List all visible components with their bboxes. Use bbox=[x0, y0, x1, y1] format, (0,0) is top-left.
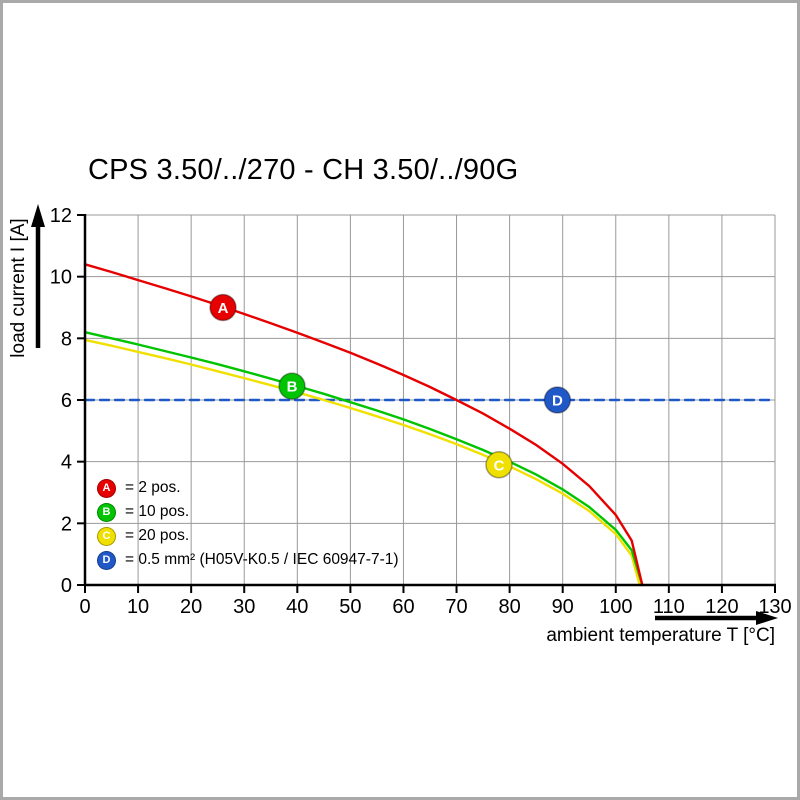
curve-marker-letter-A: A bbox=[218, 300, 229, 317]
x-tick-label: 10 bbox=[127, 596, 149, 618]
x-axis-arrow-head-icon bbox=[756, 611, 778, 625]
legend-label-a: = 2 pos. bbox=[125, 479, 181, 496]
y-tick-label: 2 bbox=[61, 513, 72, 535]
curve-marker-B bbox=[278, 372, 306, 400]
x-tick-label: 60 bbox=[392, 596, 414, 618]
legend-marker-a-icon: A bbox=[97, 478, 116, 498]
chart-legend: A = 2 pos. B = 10 pos. C = 20 pos. D = 0… bbox=[97, 478, 399, 570]
legend-item-c: C = 20 pos. bbox=[97, 526, 399, 546]
x-tick-label: 0 bbox=[79, 596, 90, 618]
curve-A bbox=[83, 263, 644, 587]
x-axis-label: ambient temperature T [°C] bbox=[546, 625, 775, 646]
y-tick-label: 12 bbox=[50, 205, 72, 227]
curve-marker-letter-C: C bbox=[494, 457, 505, 474]
curve-B bbox=[83, 331, 644, 587]
y-axis-label: load current I [A] bbox=[8, 218, 29, 357]
legend-label-d: = 0.5 mm² (H05V-K0.5 / IEC 60947-7-1) bbox=[125, 551, 399, 568]
y-tick-label: 4 bbox=[61, 452, 72, 474]
x-tick-label: 130 bbox=[758, 596, 791, 618]
x-tick-label: 110 bbox=[653, 596, 685, 618]
legend-item-b: B = 10 pos. bbox=[97, 502, 399, 522]
y-tick-label: 8 bbox=[61, 328, 72, 350]
legend-marker-d-icon: D bbox=[97, 550, 116, 570]
x-tick-label: 50 bbox=[339, 596, 361, 618]
y-tick-label: 0 bbox=[61, 575, 72, 597]
y-axis-arrow-head-icon bbox=[31, 204, 45, 227]
x-tick-label: 20 bbox=[180, 596, 202, 618]
y-tick-label: 10 bbox=[50, 267, 72, 289]
x-tick-label: 90 bbox=[552, 596, 574, 618]
legend-marker-b-icon: B bbox=[97, 502, 116, 522]
curve-marker-A bbox=[209, 293, 237, 322]
legend-label-b: = 10 pos. bbox=[125, 503, 190, 520]
x-tick-label: 120 bbox=[705, 596, 738, 618]
legend-marker-c-icon: C bbox=[97, 526, 116, 546]
x-tick-label: 70 bbox=[445, 596, 467, 618]
curve-marker-letter-D: D bbox=[552, 393, 563, 410]
x-tick-label: 30 bbox=[233, 596, 255, 618]
x-tick-label: 40 bbox=[286, 596, 308, 618]
curve-marker-letter-B: B bbox=[287, 379, 298, 396]
x-tick-label: 80 bbox=[498, 596, 520, 618]
curve-C bbox=[83, 338, 641, 587]
curve-marker-C bbox=[485, 451, 513, 479]
y-tick-label: 6 bbox=[61, 390, 72, 412]
legend-label-c: = 20 pos. bbox=[125, 527, 190, 544]
chart-title: CPS 3.50/../270 - CH 3.50/../90G bbox=[88, 154, 519, 186]
x-tick-label: 100 bbox=[599, 596, 632, 618]
legend-item-d: D = 0.5 mm² (H05V-K0.5 / IEC 60947-7-1) bbox=[97, 550, 399, 570]
curve-marker-D bbox=[543, 386, 572, 414]
legend-item-a: A = 2 pos. bbox=[97, 478, 399, 498]
